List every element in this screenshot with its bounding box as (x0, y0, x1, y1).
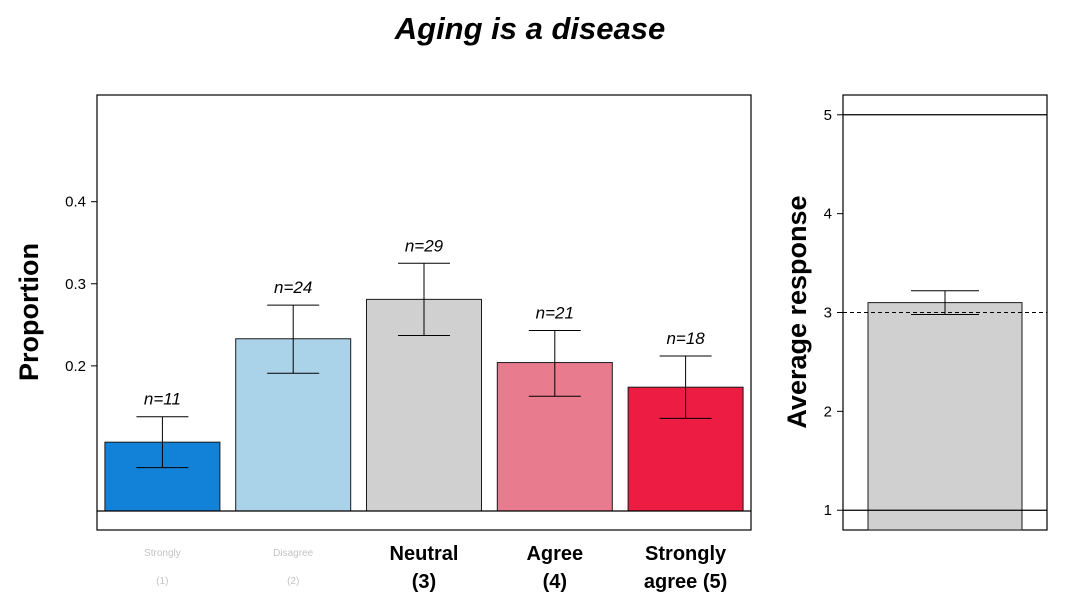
right-y-tick-label: 2 (824, 403, 832, 420)
left-y-tick-label: 0.4 (65, 194, 86, 211)
category-label: Strongly (645, 543, 727, 565)
category-label-faded: Strongly (144, 548, 181, 559)
left-y-tick-label: 0.2 (65, 358, 86, 375)
n-label: n=29 (405, 236, 444, 255)
left-y-ticks: 0.2 0.3 0.4 (65, 194, 97, 375)
category-label: (3) (412, 571, 436, 593)
left-n-labels: n=11 n=24 n=29 n=21 n=18 (144, 236, 705, 408)
category-label-faded: (2) (287, 576, 299, 587)
left-y-tick-label: 0.3 (65, 276, 86, 293)
category-label: Agree (526, 543, 583, 565)
n-label: n=18 (666, 329, 705, 348)
category-label: Neutral (390, 543, 459, 565)
n-label: n=11 (144, 390, 181, 409)
average-bar (867, 302, 1023, 531)
right-marks (843, 114, 1047, 531)
right-y-tick-label: 4 (824, 206, 832, 223)
left-y-axis-title: Proportion (14, 243, 44, 381)
right-y-axis-title: Average response (782, 195, 812, 428)
left-plot-frame (96, 94, 752, 531)
right-y-tick-label: 3 (824, 305, 832, 322)
right-y-tick-label: 5 (824, 107, 832, 124)
category-label-faded: Disagree (273, 548, 313, 559)
right-y-tick-label: 1 (824, 502, 832, 519)
category-label: (4) (543, 571, 567, 593)
n-label: n=24 (274, 278, 312, 297)
n-label: n=21 (536, 304, 574, 323)
category-label: agree (5) (644, 571, 727, 593)
left-error-bars (136, 262, 712, 469)
chart-title: Aging is a disease (394, 11, 666, 46)
category-label-faded: (1) (156, 576, 168, 587)
right-y-ticks: 1 2 3 4 5 (824, 107, 843, 519)
left-category-labels: Strongly (1) Disagree (2) Neutral (3) Agree (4)… (144, 543, 727, 593)
